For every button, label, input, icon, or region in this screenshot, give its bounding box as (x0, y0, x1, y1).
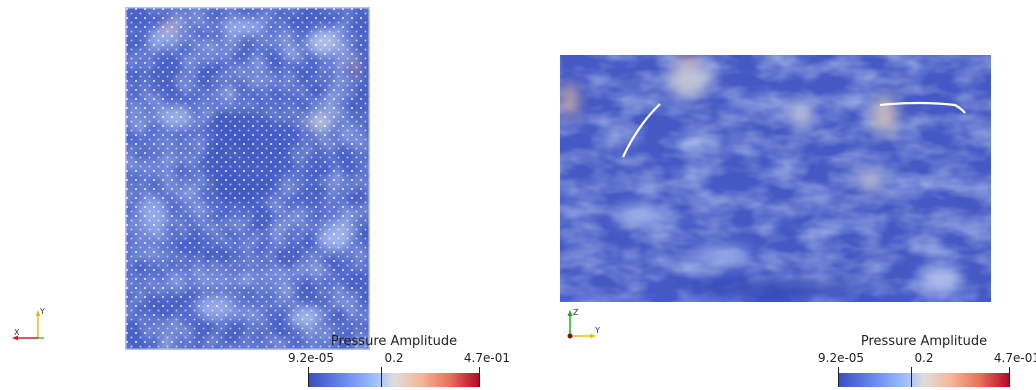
right-orientation-axes: Z Y (560, 306, 604, 346)
left-color-legend: Pressure Amplitude 9.2e-05 0.2 4.7e-01 (288, 334, 510, 390)
legend-max-tick (1009, 367, 1010, 387)
left-orientation-axes: Y X (8, 305, 52, 345)
legend-color-bar (308, 367, 480, 387)
legend-min-label: 9.2e-05 (818, 351, 865, 365)
legend-tick-labels: 9.2e-05 0.2 4.7e-01 (278, 351, 510, 367)
legend-max-label: 4.7e-01 (463, 351, 510, 365)
legend-max-label: 4.7e-01 (993, 351, 1036, 365)
legend-mid-label: 0.2 (384, 351, 404, 365)
orientation-axes-icon: Z Y (567, 308, 600, 339)
orientation-axes-icon: Y X (12, 307, 45, 341)
legend-min-label: 9.2e-05 (288, 351, 335, 365)
left-render-view[interactable]: Pressure Amplitude 9.2e-05 0.2 4.7e-01 Y… (0, 0, 518, 390)
legend-min-tick (308, 367, 309, 387)
legend-tick-labels: 9.2e-05 0.2 4.7e-01 (808, 351, 1036, 367)
right-render-view[interactable]: Pressure Amplitude 9.2e-05 0.2 4.7e-01 Z… (518, 0, 1036, 390)
right-pressure-field[interactable] (560, 55, 991, 302)
legend-title: Pressure Amplitude (860, 334, 988, 349)
horizontal-axis-label: Y (594, 326, 600, 335)
legend-color-bar (838, 367, 1010, 387)
vertical-axis-label: Z (573, 308, 579, 317)
legend-min-tick (838, 367, 839, 387)
legend-mid-tick (911, 367, 912, 387)
horizontal-axis-label: X (14, 328, 20, 337)
left-streamline (622, 103, 661, 158)
right-streamline (879, 101, 966, 114)
left-pressure-field-image (125, 7, 370, 350)
right-color-legend: Pressure Amplitude 9.2e-05 0.2 4.7e-01 (818, 334, 1036, 390)
right-pressure-field-image (560, 55, 991, 302)
left-pressure-field[interactable] (125, 7, 370, 350)
legend-title: Pressure Amplitude (330, 334, 458, 349)
vertical-axis-label: Y (39, 307, 45, 316)
legend-mid-label: 0.2 (914, 351, 934, 365)
legend-mid-tick (381, 367, 382, 387)
legend-max-tick (479, 367, 480, 387)
